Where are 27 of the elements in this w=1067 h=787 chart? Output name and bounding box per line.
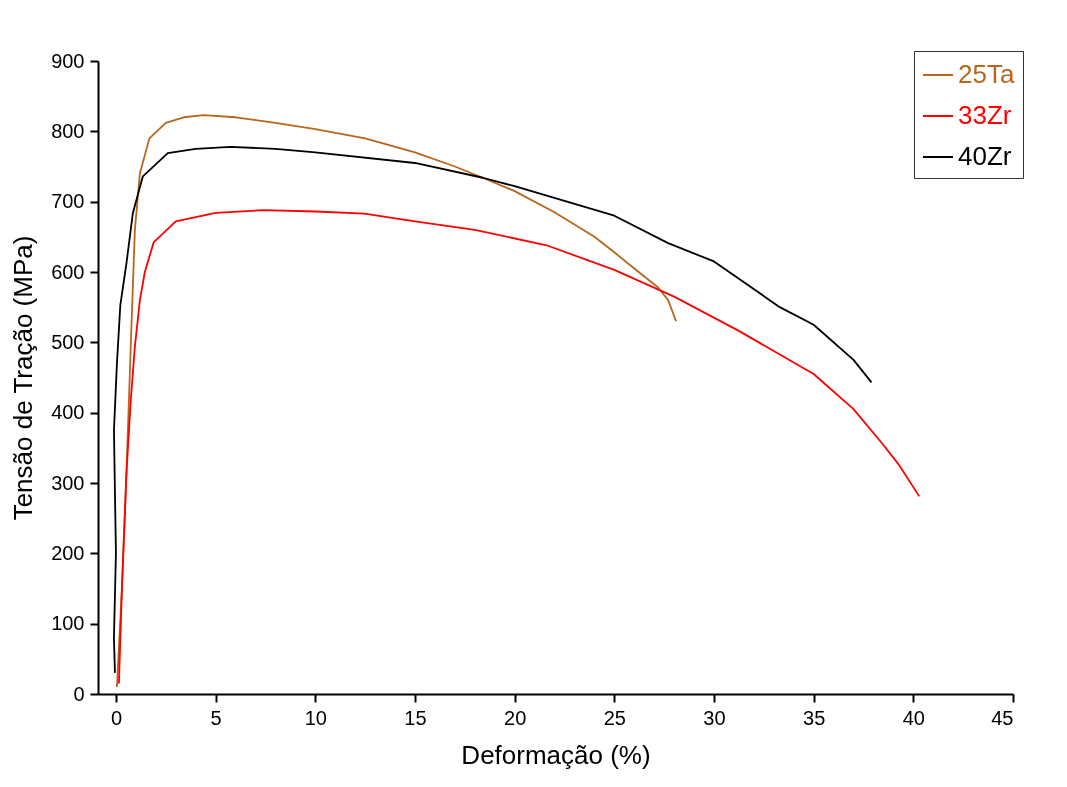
y-tick-label: 400 (51, 401, 85, 424)
x-tick-label: 35 (803, 706, 826, 729)
x-tick-label: 10 (304, 706, 327, 729)
legend-label: 33Zr (958, 100, 1012, 130)
line-series (118, 209, 921, 685)
line-series (113, 145, 873, 674)
y-tick-label: 0 (73, 682, 85, 705)
y-axis-title: Tensão de Tração (MPa) (8, 235, 39, 521)
y-tick-label: 200 (51, 541, 85, 564)
x-tick-label: 5 (210, 706, 222, 729)
y-tick-label: 900 (51, 49, 85, 72)
x-tick-label: 0 (110, 706, 122, 729)
y-tick-label: 800 (51, 119, 85, 142)
y-tick-label: 100 (51, 612, 85, 635)
x-tick-label: 40 (902, 706, 925, 729)
x-tick-label: 45 (991, 706, 1014, 729)
y-tick-label: 700 (51, 190, 85, 213)
x-tick-label: 20 (504, 706, 527, 729)
x-axis-title: Deformação (%) (461, 739, 651, 770)
x-tick-label: 25 (603, 706, 626, 729)
x-tick-label: 15 (404, 706, 427, 729)
x-tick-label: 30 (703, 706, 726, 729)
legend-label: 25Ta (958, 59, 1015, 89)
legend-label: 40Zr (958, 141, 1012, 171)
y-tick-label: 600 (51, 260, 85, 283)
y-tick-label: 500 (51, 330, 85, 353)
y-tick-label: 300 (51, 471, 85, 494)
